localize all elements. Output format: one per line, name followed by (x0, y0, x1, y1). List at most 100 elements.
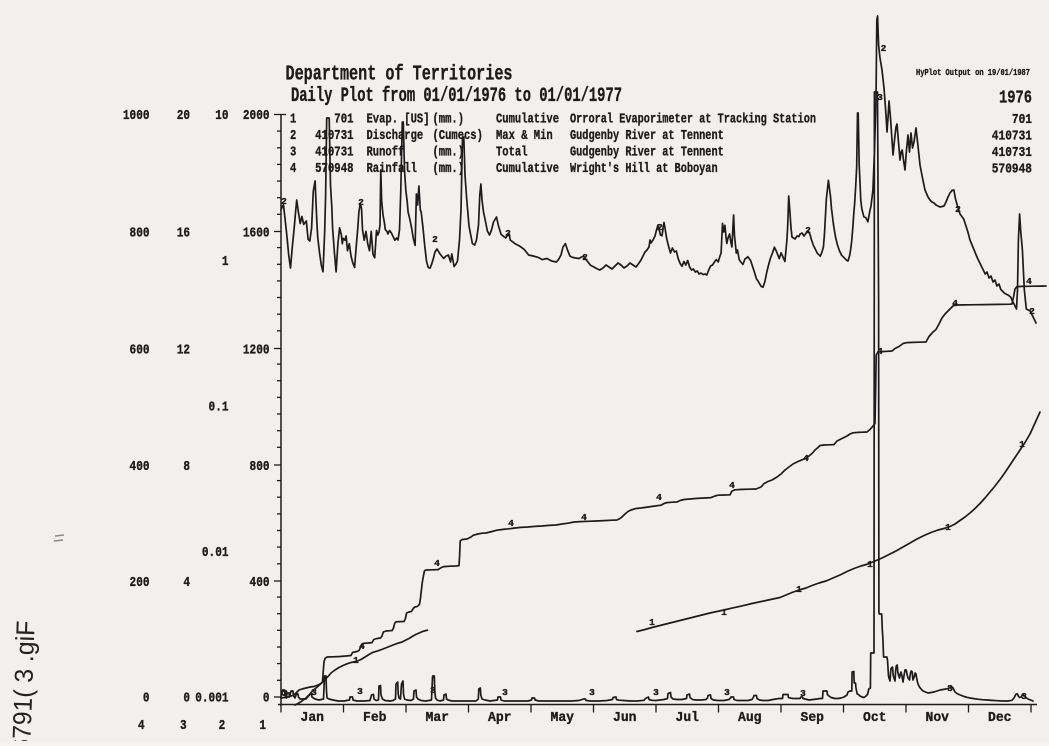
svg-text:3: 3 (502, 687, 508, 698)
svg-text:2: 2 (955, 204, 961, 215)
svg-text:Dec: Dec (988, 710, 1012, 726)
svg-text:3: 3 (589, 687, 595, 698)
svg-text:3: 3 (290, 145, 296, 161)
svg-text:2: 2 (219, 719, 226, 734)
svg-text:Jul: Jul (676, 710, 700, 726)
svg-text:0.01: 0.01 (202, 546, 229, 561)
svg-text:Evap. [US]: Evap. [US] (367, 112, 430, 128)
svg-text:4: 4 (877, 346, 883, 357)
svg-text:4: 4 (656, 492, 662, 503)
svg-text:4: 4 (183, 576, 190, 591)
svg-text:410731: 410731 (315, 128, 353, 144)
svg-text:4: 4 (729, 480, 735, 491)
svg-text:800: 800 (250, 460, 270, 475)
svg-text:4: 4 (359, 641, 365, 652)
svg-text:4: 4 (508, 518, 514, 529)
svg-text:Cumulative: Cumulative (496, 112, 559, 128)
svg-text:3: 3 (653, 687, 659, 698)
svg-text:1: 1 (796, 584, 802, 595)
svg-text:2: 2 (582, 252, 588, 263)
svg-text:410731: 410731 (992, 145, 1032, 161)
svg-text:600: 600 (130, 344, 150, 359)
svg-text:Gudgenby River at Tennent: Gudgenby River at Tennent (570, 128, 724, 144)
svg-text:3: 3 (724, 687, 730, 698)
svg-text:Gudgenby River at Tennent: Gudgenby River at Tennent (570, 145, 724, 161)
svg-text:Jan: Jan (301, 710, 325, 726)
svg-text:701: 701 (1012, 112, 1032, 128)
svg-text:Discharge: Discharge (367, 128, 424, 144)
svg-text:800: 800 (130, 227, 150, 242)
svg-text:0.001: 0.001 (195, 691, 228, 706)
svg-text:Jun: Jun (613, 710, 637, 726)
svg-text:HyPlot Output on 19/01/1987: HyPlot Output on 19/01/1987 (916, 68, 1030, 78)
svg-text:Oct: Oct (863, 710, 887, 726)
svg-text:3: 3 (357, 686, 363, 697)
svg-text:Aug: Aug (738, 710, 762, 726)
svg-text:3: 3 (947, 683, 953, 694)
svg-text:Wright's Hill at Boboyan: Wright's Hill at Boboyan (570, 161, 718, 177)
svg-text:4: 4 (952, 298, 958, 309)
svg-text:3: 3 (800, 688, 806, 699)
svg-text:200: 200 (130, 576, 150, 591)
svg-text:2: 2 (881, 43, 887, 54)
svg-text:570948: 570948 (992, 161, 1032, 177)
svg-text:1200: 1200 (243, 344, 270, 359)
svg-text:2: 2 (805, 225, 811, 236)
svg-text:410731: 410731 (992, 128, 1032, 144)
svg-text:3: 3 (877, 92, 883, 103)
svg-text:(mm.): (mm.) (433, 145, 465, 161)
svg-text:4: 4 (1026, 276, 1032, 287)
svg-text:(mm.): (mm.) (433, 161, 465, 177)
svg-text:2: 2 (657, 222, 663, 233)
svg-text:(Cumecs): (Cumecs) (433, 128, 483, 144)
svg-text:3: 3 (311, 687, 317, 698)
svg-text:1: 1 (721, 607, 727, 618)
svg-text:2000: 2000 (243, 109, 270, 124)
svg-text:0.1: 0.1 (209, 401, 229, 416)
svg-text:0: 0 (143, 692, 150, 707)
svg-text:2: 2 (281, 196, 287, 207)
svg-text:400: 400 (250, 576, 270, 591)
svg-text:(mm.): (mm.) (433, 112, 465, 128)
svg-text:Max & Min: Max & Min (496, 128, 553, 144)
svg-text:Sep: Sep (801, 710, 825, 726)
svg-text:3: 3 (180, 719, 187, 734)
svg-text:Department of Territories: Department of Territories (286, 64, 513, 87)
svg-text:10: 10 (215, 109, 228, 124)
svg-text:20: 20 (177, 109, 190, 124)
svg-text:1: 1 (1019, 439, 1025, 450)
svg-text:1: 1 (259, 719, 266, 734)
svg-text:1: 1 (222, 255, 229, 270)
svg-text:4: 4 (138, 719, 145, 734)
svg-text:8: 8 (183, 460, 190, 475)
svg-text:4: 4 (581, 512, 587, 523)
svg-text:Nov: Nov (926, 710, 950, 726)
svg-text:3: 3 (282, 688, 288, 699)
svg-text:1: 1 (353, 655, 359, 666)
svg-text:0: 0 (263, 692, 270, 707)
svg-text:4: 4 (290, 161, 296, 177)
svg-text:12: 12 (177, 344, 190, 359)
svg-text:1000: 1000 (123, 109, 150, 124)
svg-text:4: 4 (434, 558, 440, 569)
svg-text:Apr: Apr (488, 710, 512, 726)
svg-text:2: 2 (432, 234, 438, 245)
svg-text:Orroral Evaporimeter at Tracki: Orroral Evaporimeter at Tracking Station (570, 112, 816, 128)
svg-text:Mar: Mar (426, 710, 450, 726)
svg-text:May: May (551, 710, 575, 726)
svg-text:570948: 570948 (315, 161, 353, 177)
svg-text:2: 2 (290, 128, 296, 144)
svg-text:0: 0 (183, 692, 190, 707)
svg-text:2: 2 (358, 197, 364, 208)
svg-text:6791( 3 .giF: 6791( 3 .giF (6, 620, 41, 741)
svg-text:Total: Total (496, 145, 528, 161)
svg-text:3: 3 (1021, 691, 1027, 702)
svg-text:1: 1 (290, 112, 296, 128)
svg-text:1976: 1976 (999, 89, 1032, 109)
svg-text:400: 400 (130, 460, 150, 475)
svg-text:1: 1 (945, 522, 951, 533)
svg-text:410731: 410731 (315, 145, 353, 161)
svg-text:16: 16 (177, 227, 190, 242)
svg-text:1: 1 (867, 559, 873, 570)
svg-text:2: 2 (1029, 306, 1035, 317)
